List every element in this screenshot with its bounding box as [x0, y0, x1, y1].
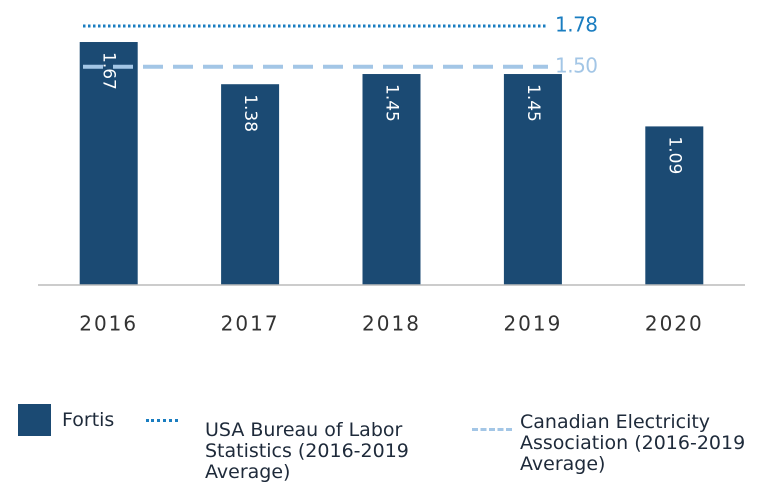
- bar: [362, 74, 421, 286]
- legend-line: [472, 428, 512, 431]
- legend-line: [146, 419, 178, 422]
- legend-label: Fortis: [62, 409, 115, 431]
- data-label: 1.45: [382, 84, 402, 122]
- x-tick-label: 2019: [503, 312, 562, 336]
- x-tick-label: 2017: [221, 312, 280, 336]
- bar: [221, 84, 280, 286]
- bar: [645, 126, 704, 285]
- bar: [79, 42, 138, 285]
- data-label: 1.38: [240, 94, 260, 132]
- plot: 1.67 1.38 1.45 1.45 1.09 2016 2017 2018 2019 2020…: [38, 13, 745, 336]
- legend-swatch: [18, 404, 51, 436]
- x-tick-label: 2018: [362, 312, 421, 336]
- x-tick-label: 2020: [645, 312, 704, 336]
- bar: [503, 74, 562, 286]
- data-label: 1.45: [523, 84, 543, 122]
- legend-label: USA Bureau of Labor Statistics (2016-201…: [205, 419, 409, 483]
- reference-label: 1.50: [555, 53, 598, 77]
- x-tick-label: 2016: [79, 312, 138, 336]
- reference-label: 1.78: [555, 13, 598, 37]
- data-label: 1.09: [664, 136, 684, 174]
- legend-label: Canadian Electricity Association (2016-2…: [520, 411, 746, 475]
- data-label: 1.67: [99, 52, 119, 90]
